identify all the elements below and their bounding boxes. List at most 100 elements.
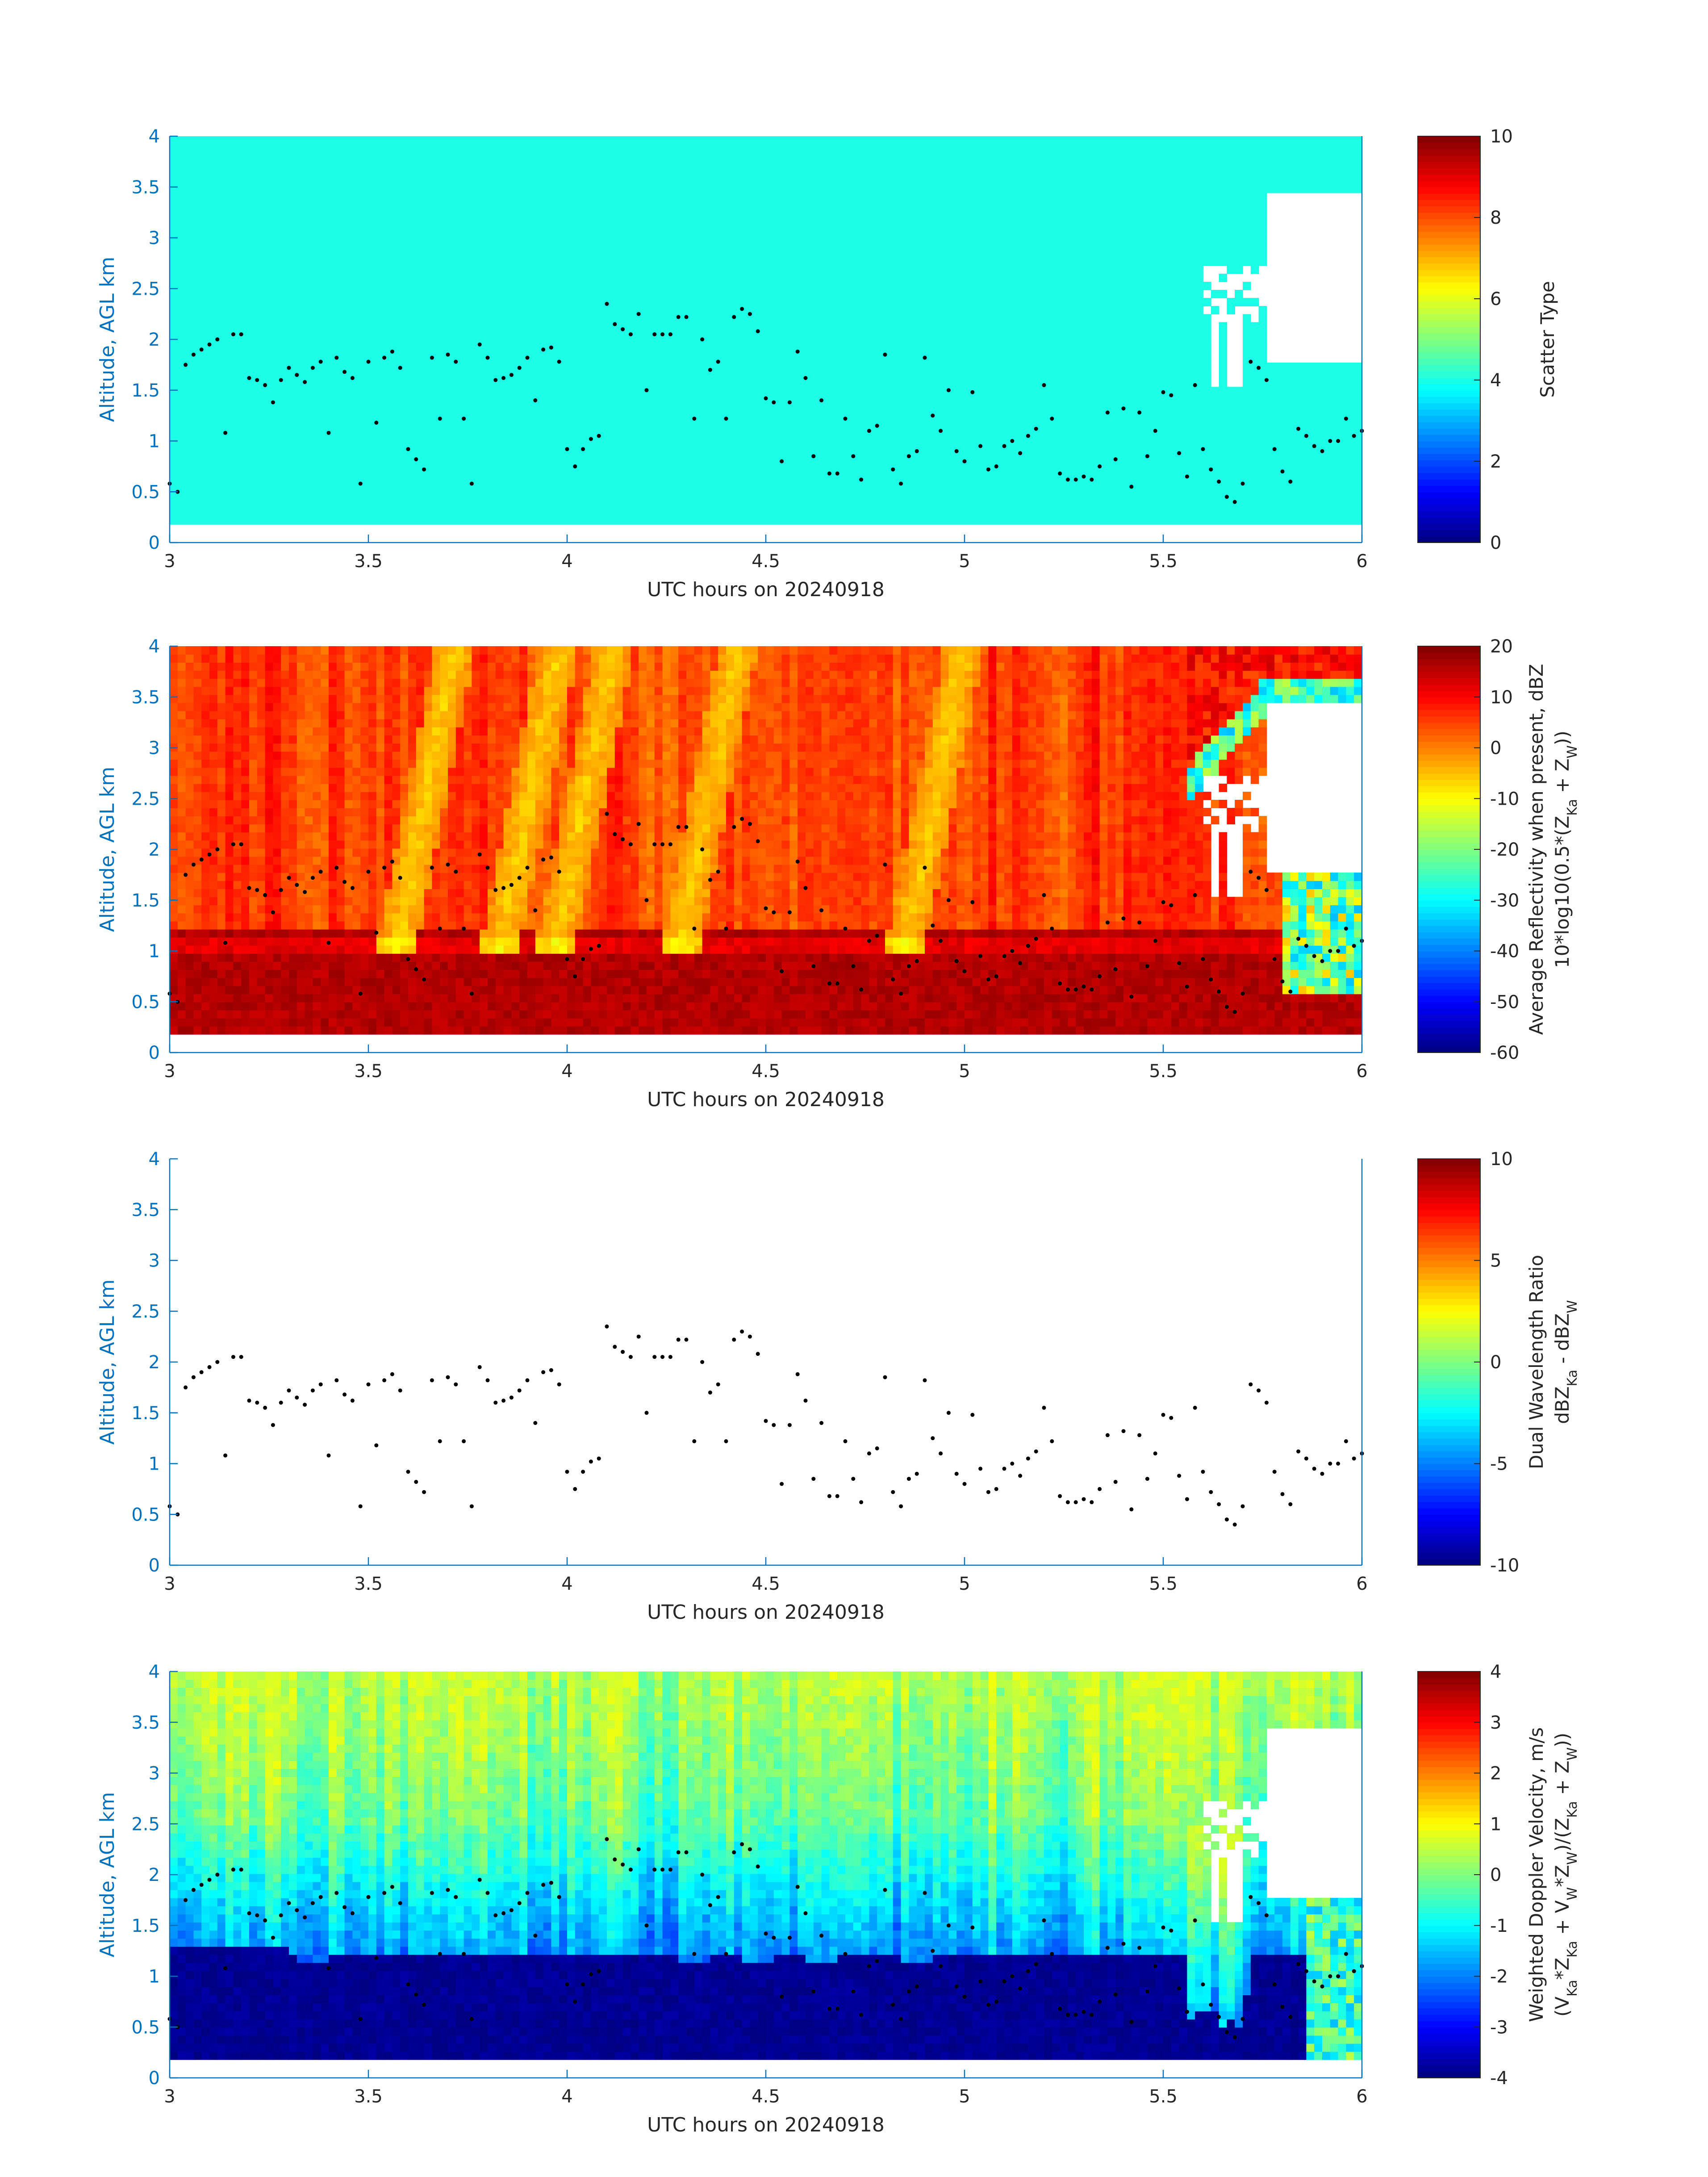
scatter-type-cell bbox=[980, 508, 989, 517]
scatter-type-cell bbox=[821, 371, 830, 379]
scatter-type-cell bbox=[472, 257, 480, 266]
scatter-type-cell bbox=[376, 468, 385, 476]
scatter-type-cell bbox=[702, 201, 711, 209]
scatter-type-cell bbox=[917, 500, 925, 509]
scatter-type-cell bbox=[988, 362, 997, 371]
scatter-type-cell bbox=[527, 330, 536, 339]
scatter-type-cell bbox=[798, 330, 806, 339]
scatter-type-cell bbox=[614, 273, 623, 282]
scatter-type-cell bbox=[527, 354, 536, 363]
scatter-type-cell bbox=[344, 168, 353, 177]
scatter-type-cell bbox=[384, 395, 393, 404]
scatter-type-cell bbox=[400, 484, 409, 493]
scatter-type-cell bbox=[217, 201, 226, 209]
scatter-type-cell bbox=[837, 184, 846, 193]
scatter-type-cell bbox=[885, 387, 894, 396]
scatter-type-cell bbox=[773, 314, 782, 323]
scatter-type-cell bbox=[448, 403, 456, 412]
scatter-type-cell bbox=[654, 290, 663, 298]
scatter-type-cell bbox=[734, 322, 743, 331]
scatter-type-cell bbox=[798, 314, 806, 323]
scatter-type-cell bbox=[869, 371, 877, 379]
scatter-type-cell bbox=[392, 395, 401, 404]
scatter-type-cell bbox=[217, 176, 226, 185]
scatter-type-cell bbox=[543, 306, 552, 315]
scatter-type-cell bbox=[241, 152, 250, 161]
scatter-type-cell bbox=[726, 354, 735, 363]
scatter-type-cell bbox=[543, 249, 552, 258]
scatter-type-cell bbox=[472, 192, 480, 201]
scatter-type-cell bbox=[193, 217, 202, 226]
scatter-type-cell bbox=[384, 249, 393, 258]
scatter-type-cell bbox=[614, 176, 623, 185]
scatter-type-cell bbox=[829, 160, 838, 169]
scatter-type-cell bbox=[965, 354, 973, 363]
scatter-type-cell bbox=[209, 451, 218, 460]
scatter-type-cell bbox=[837, 338, 846, 347]
scatter-type-cell bbox=[726, 281, 735, 290]
scatter-type-cell bbox=[217, 281, 226, 290]
scatter-type-cell bbox=[686, 281, 695, 290]
scatter-type-cell bbox=[559, 492, 568, 501]
scatter-type-cell bbox=[241, 338, 250, 347]
scatter-type-cell bbox=[511, 468, 520, 476]
scatter-type-cell bbox=[972, 362, 981, 371]
scatter-type-cell bbox=[559, 209, 568, 217]
scatter-type-cell bbox=[694, 443, 703, 452]
scatter-type-cell bbox=[742, 338, 751, 347]
scatter-type-cell bbox=[901, 443, 910, 452]
scatter-type-cell bbox=[170, 516, 178, 525]
scatter-type-cell bbox=[543, 265, 552, 274]
scatter-type-cell bbox=[424, 257, 433, 266]
scatter-type-cell bbox=[861, 492, 870, 501]
scatter-type-cell bbox=[734, 233, 743, 242]
scatter-type-cell bbox=[654, 281, 663, 290]
scatter-type-cell bbox=[710, 435, 718, 444]
scatter-type-cell bbox=[766, 354, 774, 363]
scatter-type-cell bbox=[567, 387, 576, 396]
scatter-type-cell bbox=[185, 443, 194, 452]
scatter-type-cell bbox=[408, 460, 417, 468]
scatter-type-cell bbox=[631, 176, 639, 185]
scatter-type-cell bbox=[647, 241, 655, 250]
scatter-type-cell bbox=[885, 201, 894, 209]
scatter-type-cell bbox=[448, 419, 456, 428]
scatter-type-cell bbox=[622, 476, 631, 485]
scatter-type-cell bbox=[965, 362, 973, 371]
scatter-type-cell bbox=[861, 346, 870, 355]
scatter-type-cell bbox=[535, 217, 544, 226]
scatter-type-cell bbox=[559, 419, 568, 428]
scatter-type-cell bbox=[940, 451, 949, 460]
scatter-type-cell bbox=[201, 362, 210, 371]
scatter-type-cell bbox=[789, 419, 798, 428]
scatter-type-cell bbox=[837, 403, 846, 412]
scatter-type-cell bbox=[527, 273, 536, 282]
scatter-type-cell bbox=[607, 492, 615, 501]
scatter-type-cell bbox=[734, 427, 743, 436]
scatter-type-cell bbox=[193, 209, 202, 217]
scatter-type-cell bbox=[845, 322, 854, 331]
scatter-type-cell bbox=[885, 330, 894, 339]
scatter-type-cell bbox=[225, 176, 234, 185]
scatter-type-cell bbox=[511, 427, 520, 436]
scatter-type-cell bbox=[686, 508, 695, 517]
scatter-type-cell bbox=[885, 379, 894, 388]
scatter-type-cell bbox=[416, 338, 425, 347]
scatter-type-cell bbox=[503, 468, 512, 476]
scatter-type-cell bbox=[273, 136, 281, 145]
scatter-type-cell bbox=[932, 314, 941, 323]
scatter-type-cell bbox=[193, 314, 202, 323]
scatter-type-cell bbox=[988, 451, 997, 460]
scatter-type-cell bbox=[511, 265, 520, 274]
scatter-type-cell bbox=[249, 152, 258, 161]
scatter-type-cell bbox=[400, 500, 409, 509]
scatter-type-cell bbox=[368, 338, 377, 347]
scatter-type-cell bbox=[654, 354, 663, 363]
scatter-type-cell bbox=[217, 443, 226, 452]
scatter-type-cell bbox=[559, 411, 568, 420]
scatter-type-cell bbox=[869, 257, 877, 266]
scatter-type-cell bbox=[861, 379, 870, 388]
scatter-type-cell bbox=[241, 476, 250, 485]
scatter-type-cell bbox=[177, 435, 186, 444]
scatter-type-cell bbox=[837, 427, 846, 436]
